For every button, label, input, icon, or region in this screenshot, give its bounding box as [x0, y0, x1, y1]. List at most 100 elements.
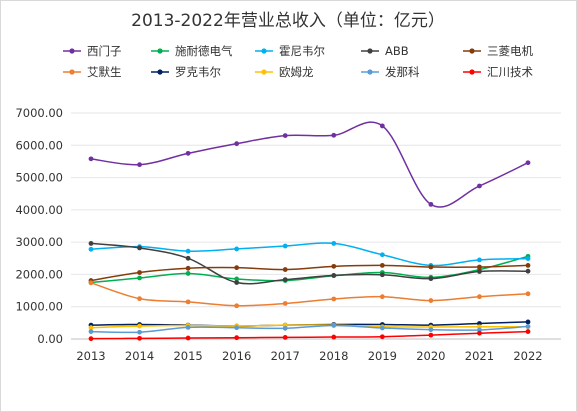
data-point[interactable]: [88, 280, 94, 286]
data-point[interactable]: [477, 294, 482, 300]
y-tick-label: 2000.00: [15, 267, 63, 281]
legend-item[interactable]: 西门子: [63, 44, 122, 58]
data-point[interactable]: [234, 276, 240, 282]
data-point[interactable]: [379, 272, 385, 278]
series: [88, 121, 531, 208]
legend-item[interactable]: 三菱电机: [463, 44, 533, 58]
data-point[interactable]: [525, 262, 531, 268]
legend-item[interactable]: ABB: [361, 44, 409, 58]
data-point[interactable]: [379, 252, 385, 258]
data-point[interactable]: [379, 262, 385, 268]
data-point[interactable]: [234, 325, 240, 331]
data-point[interactable]: [525, 268, 531, 274]
data-point[interactable]: [88, 241, 94, 246]
data-point[interactable]: [379, 123, 385, 129]
data-point[interactable]: [428, 276, 434, 282]
data-point[interactable]: [185, 265, 191, 271]
data-point[interactable]: [428, 332, 434, 338]
data-point[interactable]: [88, 336, 94, 342]
data-point[interactable]: [234, 280, 240, 285]
data-point[interactable]: [525, 329, 531, 334]
data-point[interactable]: [477, 330, 482, 336]
data-point[interactable]: [88, 329, 94, 334]
data-point[interactable]: [137, 323, 142, 329]
legend-swatch-marker: [157, 69, 163, 75]
data-point[interactable]: [185, 271, 191, 276]
data-point[interactable]: [525, 256, 531, 262]
data-point[interactable]: [525, 160, 531, 166]
data-point[interactable]: [428, 327, 434, 333]
data-point[interactable]: [234, 303, 240, 309]
legend-label: 汇川技术: [487, 65, 533, 79]
data-point[interactable]: [282, 301, 288, 306]
legend-item[interactable]: 欧姆龙: [255, 65, 314, 79]
data-point[interactable]: [379, 325, 385, 331]
data-point[interactable]: [379, 334, 385, 340]
x-tick-label: 2019: [368, 349, 397, 363]
series-line: [90, 330, 529, 340]
legend-item[interactable]: 霍尼韦尔: [255, 44, 325, 58]
data-point[interactable]: [428, 201, 434, 207]
data-point[interactable]: [137, 296, 142, 302]
data-point[interactable]: [185, 324, 191, 330]
data-point[interactable]: [525, 291, 531, 297]
legend-swatch-marker: [367, 48, 373, 54]
data-point[interactable]: [282, 325, 288, 331]
data-point[interactable]: [234, 335, 240, 341]
data-point[interactable]: [137, 335, 142, 341]
x-tick-label: 2022: [513, 349, 542, 363]
data-point[interactable]: [282, 267, 288, 272]
data-point[interactable]: [137, 270, 142, 275]
data-point[interactable]: [185, 255, 191, 261]
data-point[interactable]: [282, 133, 288, 139]
data-point[interactable]: [428, 264, 434, 270]
data-point[interactable]: [234, 141, 240, 147]
legend-item[interactable]: 艾默生: [63, 65, 122, 79]
data-point[interactable]: [282, 334, 288, 340]
data-point[interactable]: [88, 246, 94, 252]
data-point[interactable]: [185, 299, 191, 305]
data-point[interactable]: [525, 319, 531, 325]
data-point[interactable]: [137, 162, 142, 168]
data-point[interactable]: [185, 150, 191, 156]
data-point[interactable]: [137, 245, 142, 251]
series-line: [90, 121, 529, 208]
legend-item[interactable]: 汇川技术: [463, 65, 533, 79]
data-point[interactable]: [331, 263, 337, 269]
data-point[interactable]: [88, 156, 94, 162]
data-point[interactable]: [331, 323, 337, 328]
legend-item[interactable]: 罗克韦尔: [151, 65, 221, 79]
data-point[interactable]: [477, 257, 482, 263]
data-point[interactable]: [331, 334, 337, 340]
legend-label: 罗克韦尔: [175, 65, 221, 79]
data-point[interactable]: [477, 264, 482, 270]
data-point[interactable]: [477, 183, 482, 189]
data-point[interactable]: [525, 324, 531, 329]
legend-item[interactable]: 施耐德电气: [151, 44, 233, 58]
data-point[interactable]: [331, 272, 337, 278]
data-point[interactable]: [88, 325, 94, 331]
data-point[interactable]: [428, 298, 434, 303]
legend-swatch-marker: [469, 48, 475, 54]
legend-swatch-marker: [261, 48, 267, 54]
data-point[interactable]: [477, 269, 482, 274]
data-point[interactable]: [137, 329, 142, 335]
series-line: [90, 264, 529, 282]
data-point[interactable]: [234, 265, 240, 271]
data-point[interactable]: [331, 296, 337, 302]
legend-item[interactable]: 发那科: [361, 65, 420, 79]
data-point[interactable]: [185, 248, 191, 254]
data-point[interactable]: [234, 246, 240, 252]
legend-label: 施耐德电气: [175, 44, 233, 58]
data-point[interactable]: [282, 243, 288, 249]
series: [88, 329, 531, 342]
data-point[interactable]: [282, 277, 288, 282]
data-point[interactable]: [185, 335, 191, 341]
data-point[interactable]: [331, 241, 337, 246]
data-point[interactable]: [137, 275, 142, 281]
data-point[interactable]: [331, 132, 337, 138]
data-point[interactable]: [379, 294, 385, 300]
series-line: [90, 242, 529, 285]
legend-label: 欧姆龙: [279, 65, 314, 79]
